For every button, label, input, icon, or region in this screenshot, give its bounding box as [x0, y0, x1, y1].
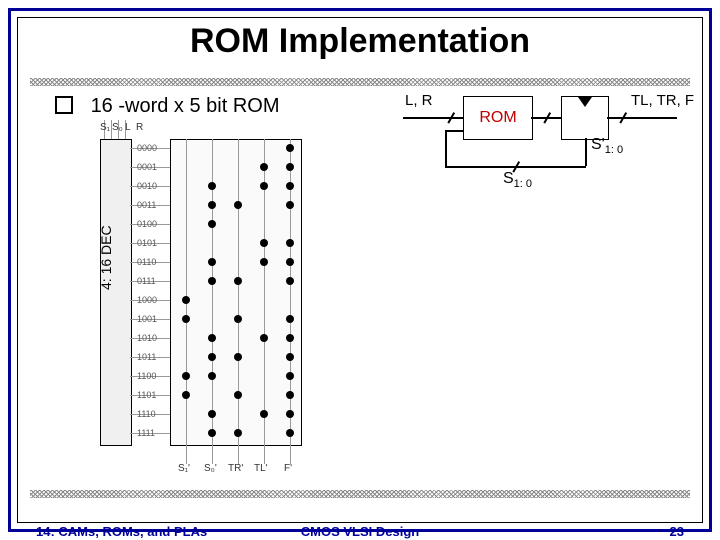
rom-cell-dot	[208, 258, 216, 266]
rom-cell-dot	[182, 315, 190, 323]
row-address-label: 0101	[137, 238, 157, 248]
row-address-label: 1001	[137, 314, 157, 324]
slide-title: ROM Implementation	[0, 22, 720, 61]
rom-block: ROM	[463, 96, 533, 140]
decoder-box	[100, 139, 132, 446]
rom-cell-dot	[208, 372, 216, 380]
row-address-label: 1010	[137, 333, 157, 343]
row-address-label: 0111	[137, 276, 156, 286]
rom-cell-dot	[286, 163, 294, 171]
row-address-label: 1101	[137, 390, 156, 400]
state-label: S1: 0	[503, 170, 532, 190]
row-address-label: 0000	[137, 143, 157, 153]
block-diagram: L, R ROM TL, TR, F S'1: 0 S1: 0	[395, 92, 695, 202]
rom-cell-dot	[286, 239, 294, 247]
rom-cell-dot	[286, 315, 294, 323]
row-address-label: 1100	[137, 371, 156, 381]
rom-cell-dot	[234, 201, 242, 209]
col-wire	[238, 139, 239, 464]
output-col-label: TL'	[254, 463, 268, 474]
divider-bottom	[30, 490, 690, 498]
rom-cell-dot	[286, 144, 294, 152]
rom-cell-dot	[260, 258, 268, 266]
rom-cell-dot	[234, 353, 242, 361]
rom-cell-dot	[286, 334, 294, 342]
rom-cell-dot	[286, 410, 294, 418]
row-address-label: 0001	[137, 162, 157, 172]
rom-cell-dot	[208, 353, 216, 361]
bullet-text: 16 -word x 5 bit ROM	[91, 95, 280, 117]
clock-triangle-icon	[578, 97, 592, 107]
row-address-label: 1110	[137, 409, 156, 419]
row-address-label: 0110	[137, 257, 156, 267]
rom-cell-dot	[286, 258, 294, 266]
input-label: L, R	[405, 92, 433, 109]
rom-cell-dot	[260, 410, 268, 418]
footer-center: CMOS VLSI Design	[0, 524, 720, 539]
output-col-label: TR'	[228, 463, 243, 474]
register-block	[561, 96, 609, 140]
rom-cell-dot	[260, 334, 268, 342]
wire-input	[403, 117, 463, 119]
wire-fb-in	[445, 130, 463, 132]
row-address-label: 0100	[137, 219, 157, 229]
rom-cell-dot	[208, 410, 216, 418]
rom-array-diagram: S₁ S₀ L R 4: 16 DEC 0000 0001 0010 0011 0100…	[60, 120, 370, 480]
row-address-label: 0010	[137, 181, 157, 191]
rom-cell-dot	[234, 391, 242, 399]
wire-output	[607, 117, 677, 119]
rom-cell-dot	[286, 277, 294, 285]
rom-cell-dot	[208, 277, 216, 285]
bullet-square-icon	[55, 96, 73, 114]
row-address-label: 1000	[137, 295, 157, 305]
dec-input-label: R	[136, 122, 143, 133]
rom-cell-dot	[182, 372, 190, 380]
rom-cell-dot	[286, 391, 294, 399]
row-address-label: 1111	[137, 428, 155, 438]
rom-cell-dot	[234, 429, 242, 437]
rom-cell-dot	[208, 334, 216, 342]
rom-cell-dot	[260, 182, 268, 190]
rom-cell-dot	[286, 372, 294, 380]
rom-cell-dot	[182, 391, 190, 399]
output-col-label: F'	[284, 463, 292, 474]
wire-fb-up	[445, 130, 447, 167]
output-label: TL, TR, F	[631, 92, 694, 109]
rom-cell-dot	[208, 201, 216, 209]
wire-fb-down	[585, 138, 587, 166]
rom-cell-dot	[286, 353, 294, 361]
rom-cell-dot	[286, 429, 294, 437]
rom-cell-dot	[234, 315, 242, 323]
rom-cell-dot	[208, 429, 216, 437]
footer-right: 23	[670, 524, 684, 539]
row-address-label: 0011	[137, 200, 156, 210]
rom-cell-dot	[182, 296, 190, 304]
output-col-label: S₁'	[178, 463, 190, 474]
rom-array-box	[170, 139, 302, 446]
feedback-label: S'1: 0	[591, 136, 623, 156]
dec-input-label: S₀	[112, 122, 123, 133]
row-address-label: 1011	[137, 352, 156, 362]
rom-cell-dot	[208, 182, 216, 190]
rom-cell-dot	[286, 182, 294, 190]
output-col-label: S₀'	[204, 463, 217, 474]
rom-cell-dot	[260, 239, 268, 247]
decoder-label: 4: 16 DEC	[98, 225, 114, 290]
divider-top	[30, 78, 690, 86]
bullet-item: 16 -word x 5 bit ROM	[55, 95, 280, 118]
rom-cell-dot	[234, 277, 242, 285]
dec-input-label: S₁	[100, 122, 110, 133]
rom-cell-dot	[260, 163, 268, 171]
rom-cell-dot	[286, 201, 294, 209]
dec-input-label: L	[125, 122, 131, 133]
rom-cell-dot	[208, 220, 216, 228]
